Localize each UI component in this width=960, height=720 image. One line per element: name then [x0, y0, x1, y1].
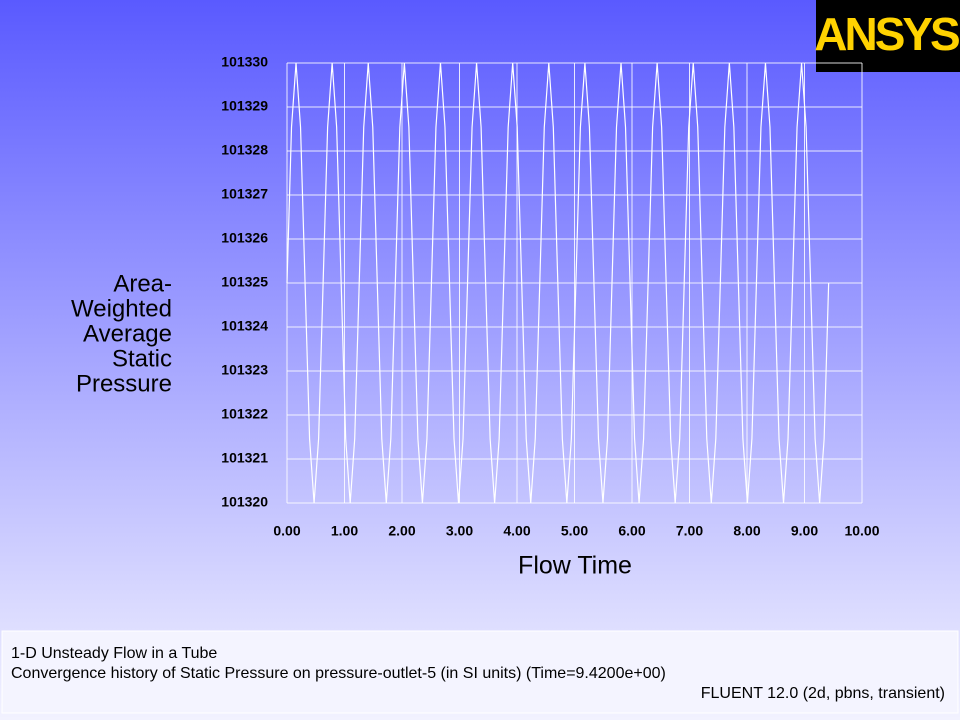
y-axis-label: Pressure: [76, 370, 172, 397]
y-axis-label: Static: [112, 345, 172, 372]
y-tick-label: 101320: [221, 494, 268, 510]
y-tick-label: 101324: [221, 318, 268, 334]
x-tick-label: 2.00: [388, 523, 415, 539]
y-tick-label: 101322: [221, 406, 268, 422]
x-tick-label: 4.00: [503, 523, 530, 539]
x-tick-label: 1.00: [331, 523, 358, 539]
x-tick-label: 8.00: [733, 523, 760, 539]
y-tick-label: 101321: [221, 450, 268, 466]
y-tick-label: 101330: [221, 54, 268, 70]
footer-line: Convergence history of Static Pressure o…: [11, 665, 666, 682]
y-axis-label: Weighted: [71, 295, 172, 322]
logo-box: [816, 0, 960, 72]
y-tick-label: 101325: [221, 274, 268, 290]
y-tick-label: 101323: [221, 362, 268, 378]
y-axis-label: Average: [83, 320, 172, 347]
x-tick-label: 6.00: [618, 523, 645, 539]
logo: ANSYS: [814, 8, 959, 60]
footer-box: [1, 630, 959, 714]
x-tick-label: 7.00: [676, 523, 703, 539]
x-tick-label: 0.00: [273, 523, 300, 539]
footer-line: FLUENT 12.0 (2d, pbns, transient): [701, 685, 945, 702]
x-tick-label: 10.00: [844, 523, 879, 539]
y-axis-label: Area-: [113, 270, 172, 297]
y-tick-label: 101329: [221, 98, 268, 114]
x-axis-label: Flow Time: [518, 552, 632, 580]
y-tick-label: 101328: [221, 142, 268, 158]
data-line: [286, 62, 830, 504]
x-tick-label: 5.00: [561, 523, 588, 539]
x-tick-label: 3.00: [446, 523, 473, 539]
x-tick-label: 9.00: [791, 523, 818, 539]
y-tick-label: 101326: [221, 230, 268, 246]
y-tick-label: 101327: [221, 186, 268, 202]
footer-line: 1-D Unsteady Flow in a Tube: [11, 645, 217, 662]
